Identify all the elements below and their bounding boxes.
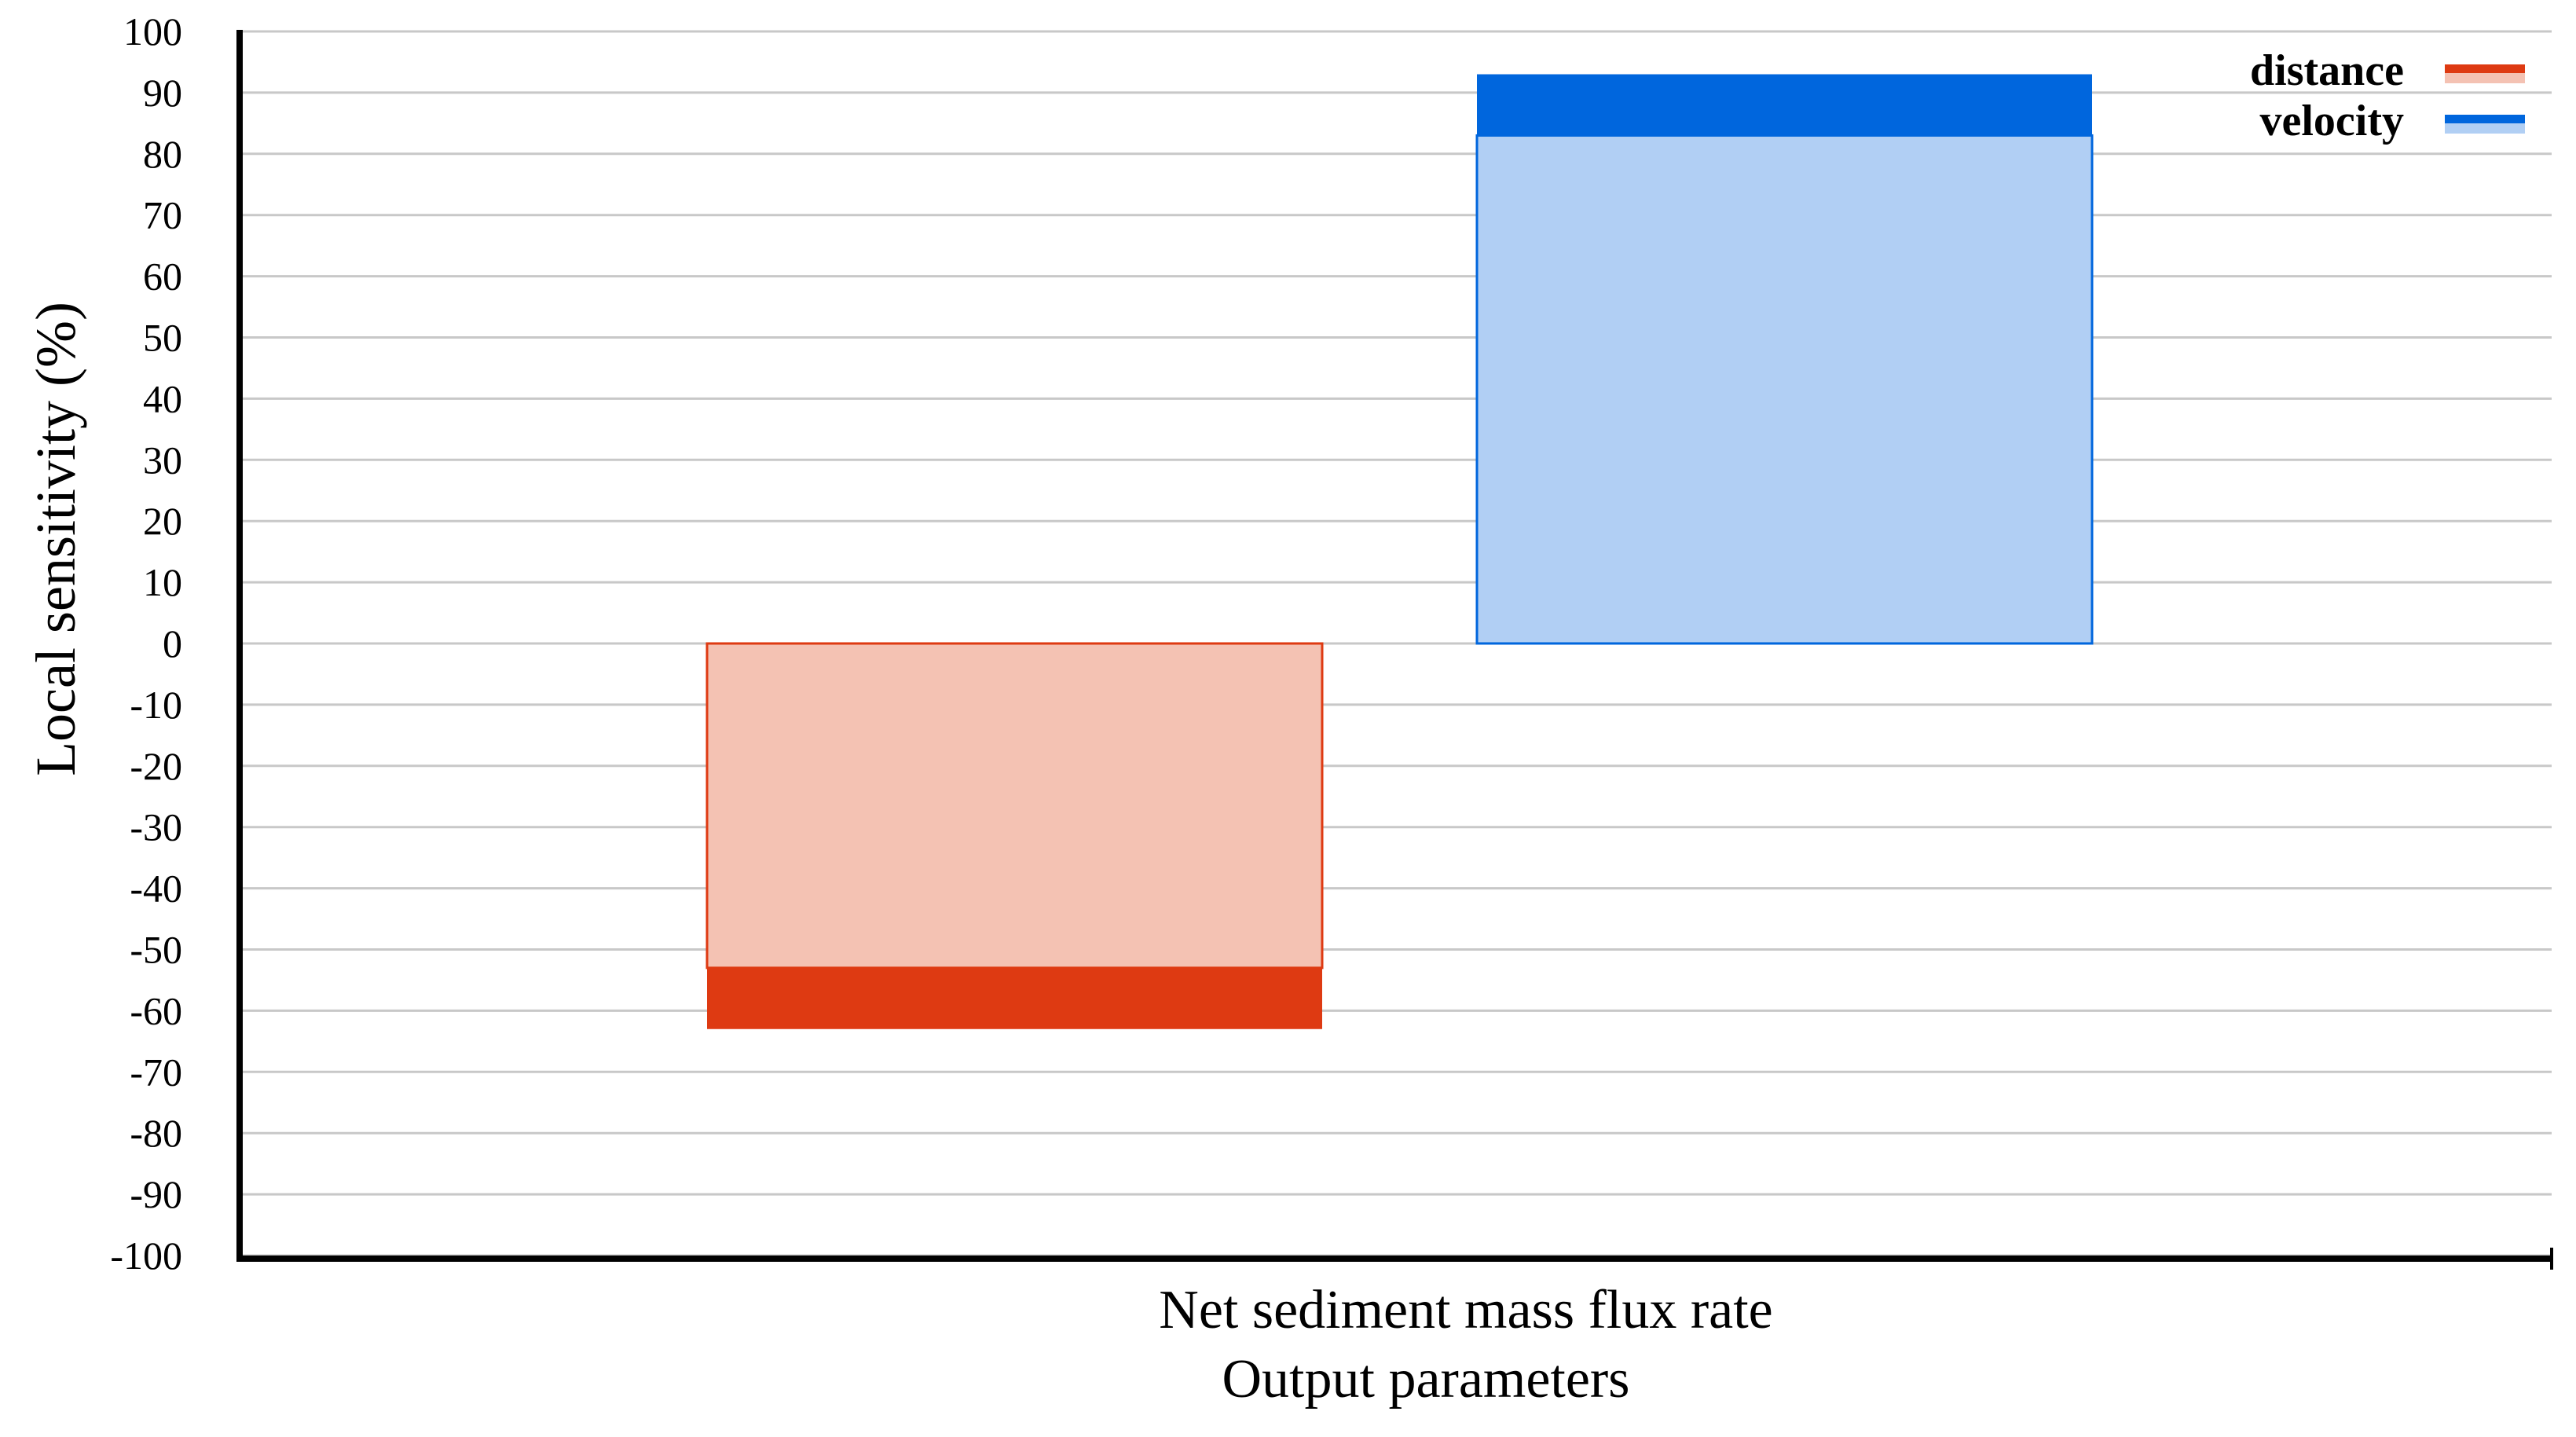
bars: [705, 74, 2094, 1029]
y-tick-label: 100: [123, 9, 182, 53]
bar-distance-range: [707, 967, 1322, 1029]
y-tick-label: 70: [143, 193, 182, 237]
legend-swatch-distance-line: [2445, 64, 2525, 73]
y-tick-label: 90: [143, 71, 182, 115]
y-tick-label: -10: [130, 683, 182, 727]
bar-velocity-range: [1477, 74, 2092, 136]
y-tick-label: -70: [130, 1050, 182, 1094]
y-tick-label: -100: [110, 1234, 182, 1278]
y-tick-label: 80: [143, 132, 182, 176]
legend-label-distance: distance: [2250, 46, 2404, 95]
y-tick-label: 50: [143, 316, 182, 360]
y-tick-label: 20: [143, 499, 182, 543]
legend-swatch-velocity-line: [2445, 115, 2525, 123]
y-tick-label: -30: [130, 805, 182, 849]
y-tick-label: -60: [130, 988, 182, 1032]
y-tick-label: 10: [143, 560, 182, 604]
y-tick-label: 30: [143, 438, 182, 482]
y-axis-title: Local sensitivity (%): [24, 302, 87, 776]
y-tick-label: -40: [130, 867, 182, 911]
y-tick-label: -90: [130, 1172, 182, 1216]
y-tick-label: 40: [143, 376, 182, 420]
y-tick-label: -20: [130, 744, 182, 788]
bar-velocity: [1475, 134, 2094, 645]
axes: [236, 30, 2553, 1270]
x-axis-title: Output parameters: [1222, 1349, 1630, 1410]
legend-label-velocity: velocity: [2260, 97, 2404, 145]
bar-distance: [705, 642, 1324, 970]
category-label: Net sediment mass flux rate: [1159, 1280, 1772, 1340]
y-tick-label: 0: [163, 621, 182, 665]
y-tick-label: 60: [143, 255, 182, 299]
y-tick-label: -50: [130, 928, 182, 972]
y-tick-label: -80: [130, 1111, 182, 1155]
gridlines: [240, 30, 2552, 1257]
y-tick-labels: 1009080706050403020100-10-20-30-40-50-60…: [110, 9, 182, 1278]
